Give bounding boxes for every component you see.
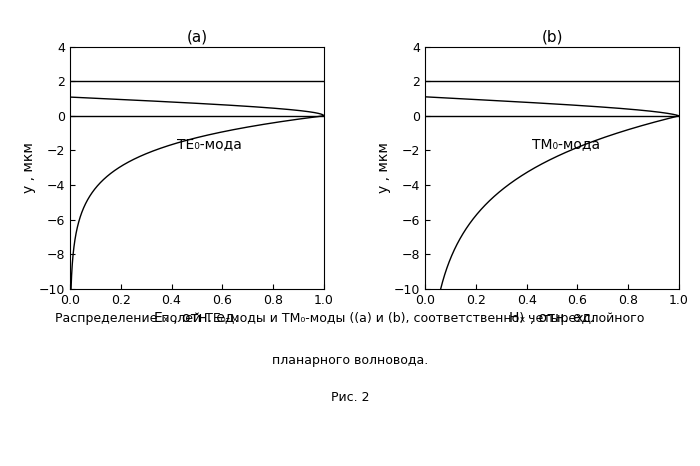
Title: (a): (a) — [186, 29, 207, 44]
Text: планарного волновода.: планарного волновода. — [272, 354, 428, 367]
Title: (b): (b) — [541, 29, 563, 44]
Y-axis label: у , мкм: у , мкм — [22, 142, 36, 193]
Text: TM₀-мода: TM₀-мода — [532, 137, 600, 151]
Text: Рис. 2: Рис. 2 — [330, 391, 370, 404]
Y-axis label: у , мкм: у , мкм — [377, 142, 391, 193]
X-axis label: Eₓ , отн. ед.: Eₓ , отн. ед. — [155, 311, 239, 325]
X-axis label: Hₓ , отн. ед.: Hₓ , отн. ед. — [509, 311, 596, 325]
Text: TE₀-мода: TE₀-мода — [176, 137, 242, 151]
Text: Распределение полей TE₀-моды и TM₀-моды ((a) и (b), соответственно) четырехслойн: Распределение полей TE₀-моды и TM₀-моды … — [55, 312, 645, 325]
